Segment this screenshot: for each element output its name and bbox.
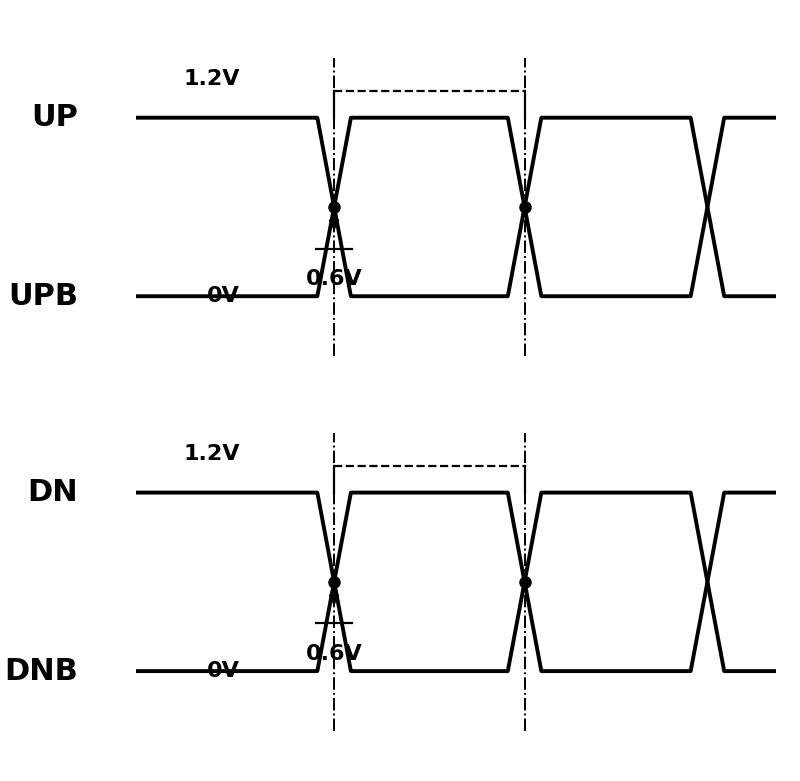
Text: UP: UP [31, 103, 78, 132]
Text: 1.2V: 1.2V [183, 444, 240, 465]
Text: 1.2V: 1.2V [183, 70, 240, 90]
Text: DNB: DNB [4, 657, 78, 686]
Text: 0.6V: 0.6V [306, 269, 362, 290]
Text: 0V: 0V [206, 661, 240, 681]
Text: UPB: UPB [8, 282, 78, 311]
Text: 0V: 0V [206, 286, 240, 306]
Text: DN: DN [27, 478, 78, 507]
Text: 0.6V: 0.6V [306, 644, 362, 665]
